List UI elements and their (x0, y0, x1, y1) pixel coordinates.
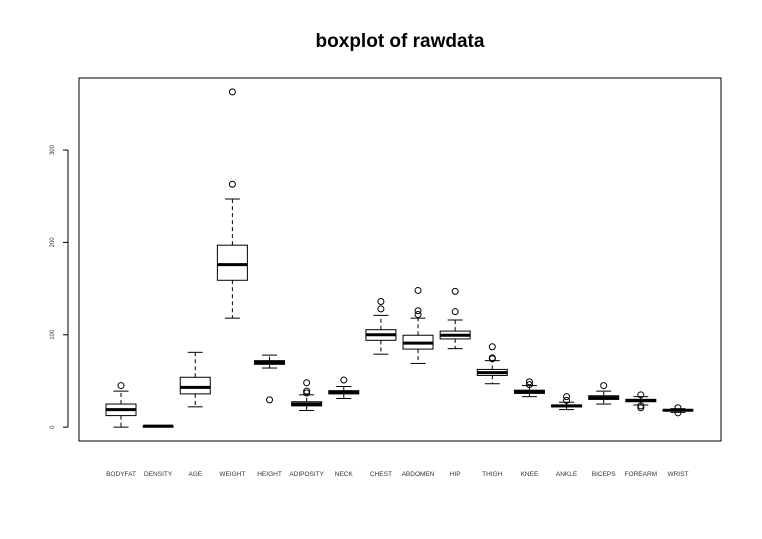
outlier-point (451, 308, 459, 316)
outlier-point (414, 310, 422, 318)
boxes-group (105, 88, 694, 428)
outlier-point (414, 307, 422, 315)
outlier-point (451, 287, 459, 295)
x-category-label: ADIPOSITY (289, 471, 324, 478)
x-category-label: AGE (188, 471, 202, 478)
x-category-label: CHEST (370, 471, 392, 478)
x-category-label: THIGH (482, 471, 503, 478)
x-axis-labels: BODYFAT DENSITY AGE WEIGHT HEIGHT ADIPOSITY NE… (106, 471, 688, 478)
y-tick-label: 200 (50, 237, 56, 248)
outlier-point (303, 387, 311, 395)
x-category-label: DENSITY (144, 471, 173, 478)
outlier-point (637, 402, 645, 410)
x-category-label: FOREARM (625, 471, 658, 478)
outlier-point (377, 305, 385, 313)
outlier-point (637, 391, 645, 399)
outlier-point (488, 354, 496, 362)
box-iqr (216, 244, 248, 281)
x-category-label: BODYFAT (106, 471, 136, 478)
x-category-label: WEIGHT (219, 471, 245, 478)
x-category-label: WRIST (667, 471, 688, 478)
outlier-point (303, 379, 311, 387)
x-category-label: BICEPS (592, 471, 617, 478)
outlier-point (377, 298, 385, 306)
outlier-point (563, 396, 571, 404)
outlier-point (525, 378, 533, 386)
outlier-point (266, 396, 274, 404)
box-iqr (179, 376, 211, 395)
outlier-point (637, 404, 645, 412)
outlier-point (488, 343, 496, 351)
chart-title: boxplot of rawdata (316, 31, 485, 52)
outlier-point (228, 88, 236, 96)
y-tick-label: 0 (50, 425, 56, 429)
outlier-point (414, 286, 422, 294)
outlier-point (600, 382, 608, 390)
outlier-point (340, 376, 348, 384)
y-tick-label: 300 (50, 144, 56, 155)
outlier-point (117, 382, 125, 390)
x-category-label: HEIGHT (257, 471, 282, 478)
outlier-point (563, 393, 571, 401)
outlier-point (674, 404, 682, 412)
x-category-label: NECK (335, 471, 354, 478)
y-tick-label: 100 (50, 329, 56, 340)
x-category-label: ABDOMEN (402, 471, 435, 478)
x-category-label: KNEE (521, 471, 539, 478)
outlier-point (674, 409, 682, 417)
outlier-point (228, 180, 236, 188)
x-category-label: ANKLE (556, 471, 578, 478)
plot-frame (78, 77, 722, 442)
y-axis: 0 100 200 300 (50, 144, 69, 429)
x-category-label: HIP (450, 471, 461, 478)
outlier-point (525, 381, 533, 389)
outlier-point (303, 389, 311, 397)
